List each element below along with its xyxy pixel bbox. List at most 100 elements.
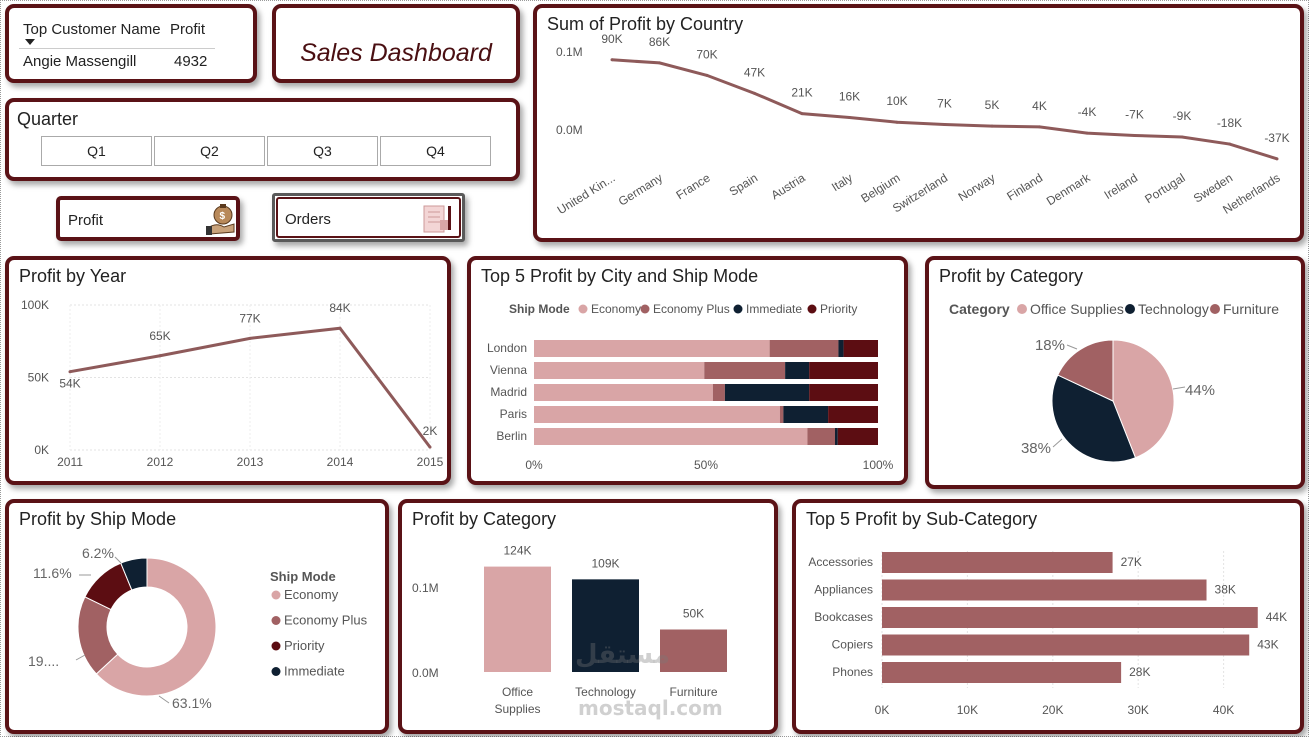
catbar-bar <box>572 579 639 672</box>
category-pie-label: 18% <box>1035 337 1065 354</box>
svg-text:$: $ <box>220 211 226 222</box>
city-legend-label: Immediate <box>746 302 802 316</box>
catbar-data-label: 109K <box>591 556 619 570</box>
country-data-label: 10K <box>886 94 907 108</box>
ship-legend-title: Ship Mode <box>270 569 336 584</box>
subcat-bar <box>882 552 1113 573</box>
year-point <box>158 354 162 358</box>
ship-legend-label: Immediate <box>284 664 345 679</box>
subcat-data-label: 27K <box>1121 555 1142 569</box>
country-x-tick: Denmark <box>1044 170 1094 208</box>
ship-legend-marker <box>271 616 281 625</box>
country-x-tick: Finland <box>1004 171 1045 204</box>
country-data-label: 4K <box>1032 99 1047 113</box>
catbar-x-tick: Supplies <box>494 702 540 716</box>
catbar-y-tick: 0.0M <box>412 666 439 680</box>
country-x-tick: Italy <box>829 171 855 195</box>
year-y-tick: 100K <box>21 298 49 312</box>
profit-nav-label: Profit <box>68 212 104 229</box>
city-bar-segment <box>837 428 878 445</box>
top-customer-header-profit[interactable]: Profit <box>170 21 206 38</box>
subcat-data-label: 38K <box>1215 583 1236 597</box>
country-point <box>1085 131 1089 135</box>
table-divider <box>19 48 215 49</box>
city-x-tick: 0% <box>525 458 543 472</box>
quarter-q3-button[interactable]: Q3 <box>267 136 378 166</box>
subcat-y-tick: Phones <box>832 665 873 679</box>
sort-arrow-icon <box>25 39 35 45</box>
city-bar-segment <box>534 362 705 379</box>
subcat-data-label: 44K <box>1266 610 1287 624</box>
shopping-cart-icon <box>420 202 454 236</box>
top-customer-name: Angie Massengill <box>23 53 137 70</box>
city-bar-segment <box>534 406 780 423</box>
year-point <box>68 370 72 374</box>
category-bar-chart: 0.1M 0.0M 124K Office Supplies 109K Technology… <box>412 544 727 716</box>
ship-donut-slice <box>95 557 217 697</box>
ship-donut-leader <box>114 556 122 564</box>
top-customer-card: Top Customer Name Profit Angie Massengil… <box>5 4 257 83</box>
year-y-tick: 0K <box>34 443 49 457</box>
city-bar-segment <box>712 384 725 401</box>
catbar-x-tick: Furniture <box>669 685 717 699</box>
country-x-tick: Norway <box>956 171 998 204</box>
year-data-label: 65K <box>149 329 170 343</box>
country-data-label: 7K <box>937 97 952 111</box>
ship-legend-label: Economy <box>284 587 339 602</box>
country-data-label: -7K <box>1125 107 1144 121</box>
subcat-chart-title: Top 5 Profit by Sub-Category <box>806 509 1038 529</box>
subcat-x-tick: 40K <box>1213 703 1234 717</box>
ship-legend-label: Economy Plus <box>284 613 368 628</box>
country-point <box>800 112 804 116</box>
quarter-q4-button[interactable]: Q4 <box>380 136 491 166</box>
city-bar-segment <box>783 406 829 423</box>
city-chart-card: Top 5 Profit by City and Ship Mode Ship … <box>467 256 908 485</box>
orders-nav-button[interactable]: Orders <box>272 193 465 242</box>
country-point <box>658 61 661 65</box>
city-bar-segment <box>785 362 810 379</box>
subcategory-bar-chart: 0K 10K 20K 30K 40K Accessories 27K Appliances 38… <box>808 551 1287 717</box>
catbar-data-label: 124K <box>503 544 531 558</box>
quarter-q2-button[interactable]: Q2 <box>154 136 265 166</box>
year-data-label: 54K <box>59 377 80 391</box>
category-pie-chart: Category Office Supplies Technology Furnitu… <box>949 301 1279 463</box>
country-data-label: 16K <box>839 90 860 104</box>
title-card: Sales Dashboard <box>272 4 520 83</box>
year-x-tick: 2011 <box>57 455 83 469</box>
country-point <box>1180 135 1184 139</box>
quarter-q4-label: Q4 <box>426 143 445 159</box>
ship-donut-leader <box>75 654 86 661</box>
category-legend-title: Category <box>949 301 1010 317</box>
category-pie-slice <box>1112 339 1175 459</box>
money-bag-icon: $ <box>204 202 238 236</box>
city-legend-title: Ship Mode <box>509 302 570 316</box>
year-y-tick: 50K <box>28 371 49 385</box>
category-pie-leader <box>1052 438 1063 448</box>
quarter-q1-button[interactable]: Q1 <box>41 136 152 166</box>
city-legend-marker <box>578 304 588 314</box>
category-legend-label: Office Supplies <box>1030 301 1124 317</box>
city-legend-label: Economy <box>591 302 641 316</box>
city-y-tick: Berlin <box>496 429 527 443</box>
country-data-label: -18K <box>1217 116 1242 130</box>
quarter-q1-label: Q1 <box>87 143 106 159</box>
top-customer-header-name[interactable]: Top Customer Name <box>23 21 161 38</box>
city-bar-segment <box>809 362 878 379</box>
city-bar-segment <box>534 428 808 445</box>
profit-nav-button[interactable]: Profit $ <box>56 196 240 241</box>
year-data-label: 2K <box>423 424 438 438</box>
category-legend-marker <box>1017 304 1027 314</box>
catbar-x-tick: Office <box>502 685 533 699</box>
year-point <box>338 326 342 330</box>
catbar-bar <box>484 566 551 672</box>
country-point <box>848 116 851 120</box>
ship-legend-marker <box>271 641 281 651</box>
category-pie-title: Profit by Category <box>939 266 1084 286</box>
category-legend-marker <box>1125 304 1135 314</box>
country-point <box>1038 125 1041 129</box>
city-legend-label: Economy Plus <box>653 302 730 316</box>
city-bar-segment <box>809 384 878 401</box>
country-data-label: 86K <box>649 35 670 49</box>
city-y-tick: Madrid <box>490 385 527 399</box>
city-bar-segment <box>835 428 838 445</box>
